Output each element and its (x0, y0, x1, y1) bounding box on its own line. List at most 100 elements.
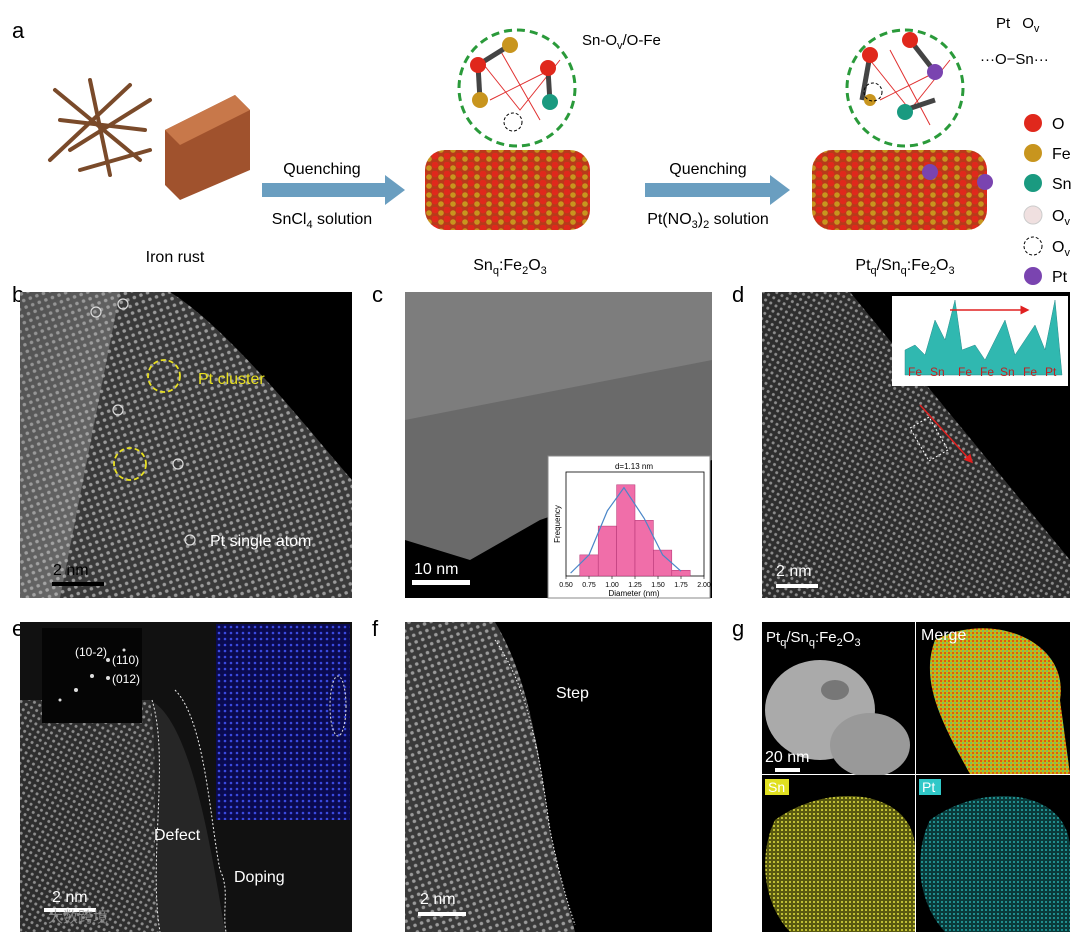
fit-curve (570, 486, 682, 574)
decoration (929, 628, 1070, 774)
legend-label: Sn (1052, 176, 1072, 193)
decoration (1024, 267, 1042, 285)
scale-bar: 2 nm (420, 891, 456, 908)
decoration (113, 447, 147, 481)
decoration (412, 580, 470, 585)
arrow-label: Quenching (669, 161, 746, 178)
bar (579, 554, 599, 577)
site-label: Pt Ov (996, 15, 1040, 35)
site-label: ···O−Sn··· (980, 51, 1049, 68)
decoration (113, 359, 181, 481)
map-title: Merge (921, 627, 966, 644)
bar (671, 569, 691, 577)
decoration (542, 94, 558, 110)
decoration (1023, 236, 1043, 256)
decoration (20, 292, 120, 598)
arrow (262, 175, 405, 205)
decoration (821, 680, 849, 700)
watermark: 大数跨境 (48, 908, 108, 926)
decoration (106, 658, 110, 662)
text-part: :Fe (815, 629, 837, 646)
panel-label: g (732, 616, 744, 641)
text-part: 4 (306, 219, 312, 231)
text-part: 3 (692, 219, 698, 231)
annotation: Pt single atom (210, 533, 311, 550)
text-part: v (1064, 216, 1070, 228)
panel-f: f Step 2 nm (372, 616, 712, 932)
decoration (922, 164, 938, 180)
x-tick-label: 1.50 (651, 582, 665, 589)
x-tick-label: 1.75 (674, 582, 688, 589)
decoration (897, 104, 913, 120)
map-title: Sn (768, 779, 785, 795)
caption: Iron rust (146, 249, 205, 266)
text-part: v (1064, 247, 1070, 259)
decoration (863, 82, 883, 102)
profile-label: Fe (908, 365, 922, 379)
text-part: ) (698, 211, 703, 228)
decoration (117, 298, 129, 310)
x-tick-label: 1.00 (605, 582, 619, 589)
x-tick-label: 0.50 (559, 582, 573, 589)
decoration (172, 458, 184, 470)
bar (597, 525, 617, 577)
decoration (90, 298, 196, 546)
decoration (44, 908, 96, 912)
scale-bar: 2 nm (53, 562, 89, 579)
text-part: q (809, 637, 815, 649)
decoration (106, 676, 110, 680)
panel-label: f (372, 616, 379, 641)
rust-nails (48, 78, 152, 177)
panel-c: c 10 nm d=1.13 nm Diameter (nm) Frequenc… (372, 282, 712, 599)
decoration (762, 292, 1070, 598)
text-part: 2 (522, 265, 528, 277)
text-part: O (1052, 208, 1064, 225)
text-part: O (1022, 15, 1034, 32)
decoration (90, 674, 94, 678)
decoration (919, 404, 974, 464)
legend-label: Fe (1052, 146, 1071, 163)
decoration (122, 648, 126, 652)
decoration (502, 37, 518, 53)
decoration (78, 148, 152, 172)
slab (812, 150, 987, 230)
text-part: 3 (854, 637, 860, 649)
chart-title: d=1.13 nm (615, 462, 653, 471)
text-part: 2 (837, 637, 843, 649)
decoration (88, 78, 112, 177)
annotation: Pt cluster (198, 371, 265, 388)
scale-bar: 2 nm (52, 889, 88, 906)
decoration (776, 584, 818, 588)
decoration (20, 700, 160, 932)
text-part: solution (709, 211, 769, 228)
panel-label: c (372, 282, 383, 307)
legend-label: Ov (1052, 208, 1070, 228)
text-part: :Fe (499, 257, 522, 274)
text-part: Pt(NO (647, 211, 691, 228)
text-part: /O-Fe (623, 32, 661, 49)
x-axis-label: Diameter (nm) (608, 589, 659, 598)
x-tick-label: 0.75 (582, 582, 596, 589)
annotation: Doping (234, 869, 285, 886)
decoration (112, 404, 124, 416)
profile-label: Fe (980, 365, 994, 379)
decoration (862, 47, 878, 63)
text-part: v (617, 40, 623, 52)
profile-label: Fe (958, 365, 972, 379)
decoration (920, 796, 1070, 932)
caption: Ptq/Snq:Fe2O3 (855, 257, 954, 277)
profile-label: Sn (1000, 365, 1015, 379)
profile-label: Sn (930, 365, 945, 379)
text-part: /Sn (877, 257, 901, 274)
annotation: Step (556, 685, 589, 702)
scale-bar: 10 nm (414, 561, 458, 578)
text-part: q (780, 637, 786, 649)
text-part: O (1052, 239, 1064, 256)
spot-label: (110) (112, 653, 139, 667)
decoration (151, 689, 227, 933)
decoration (74, 688, 78, 692)
decoration (1024, 114, 1042, 132)
scale-bar: 2 nm (776, 563, 812, 580)
decoration (540, 60, 556, 76)
